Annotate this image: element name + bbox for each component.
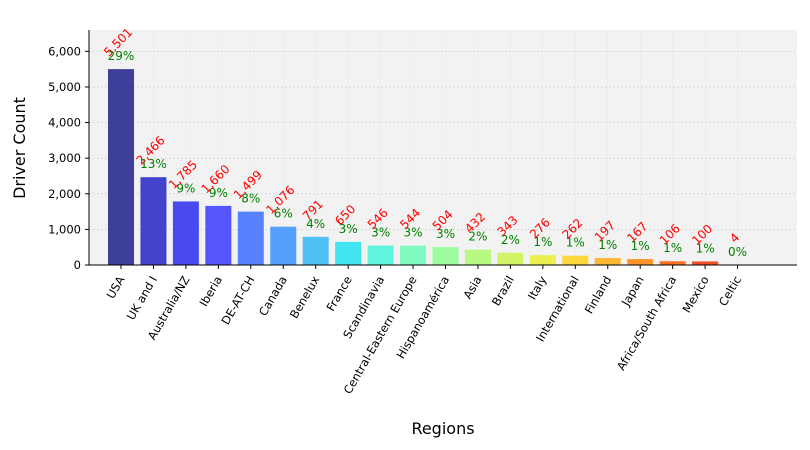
percent-label: 6%	[274, 207, 293, 221]
percent-label: 2%	[468, 230, 487, 244]
bar	[302, 236, 329, 265]
bar	[594, 257, 621, 265]
bar	[464, 249, 491, 265]
y-tick-label: 6,000	[48, 44, 81, 58]
percent-label: 1%	[631, 239, 650, 253]
percent-label: 13%	[140, 157, 167, 171]
bar	[270, 226, 297, 265]
percent-label: 1%	[696, 241, 715, 255]
percent-label: 0%	[728, 245, 747, 259]
bar	[627, 259, 654, 265]
bar	[497, 252, 524, 265]
x-tick-label: UK and I	[124, 274, 160, 323]
x-tick-label: Mexico	[679, 274, 711, 316]
y-tick-label: 3,000	[48, 151, 81, 165]
y-ticks: 0 1,000 2,000 3,000 4,000 5,000 6,000	[48, 44, 89, 272]
x-tick-label: Iberia	[196, 274, 224, 309]
bars	[108, 69, 751, 266]
y-tick-label: 1,000	[48, 222, 81, 236]
x-tick-label: Africa/South Africa	[614, 274, 679, 373]
bar	[400, 245, 427, 265]
bar	[335, 241, 362, 265]
x-tick-label: Finland	[582, 274, 615, 317]
percent-label: 1%	[566, 236, 585, 250]
bar	[659, 261, 686, 265]
grid-lines	[89, 30, 797, 265]
x-tick-label: Brazil	[489, 274, 517, 309]
percent-label: 3%	[371, 226, 390, 240]
x-axis-title: Regions	[411, 419, 474, 438]
bar	[529, 255, 556, 265]
bar	[172, 201, 199, 265]
percent-label: 29%	[108, 49, 135, 63]
y-tick-label: 2,000	[48, 187, 81, 201]
y-tick-label: 0	[74, 258, 81, 272]
percent-label: 2%	[501, 233, 520, 247]
bar	[562, 255, 589, 265]
percent-label: 1%	[663, 241, 682, 255]
bar	[205, 205, 232, 265]
x-tick-label: Japan	[618, 274, 647, 310]
x-tick-label: Benelux	[287, 273, 323, 321]
bar	[692, 261, 719, 265]
bar	[237, 211, 264, 265]
y-tick-label: 4,000	[48, 116, 81, 130]
axes	[88, 30, 797, 266]
percent-label: 1%	[533, 235, 552, 249]
percent-label: 9%	[176, 181, 195, 195]
x-tick-label: Asia	[460, 274, 484, 302]
percent-label: 9%	[209, 186, 228, 200]
x-tick-label: Canada	[256, 274, 290, 319]
x-tick-label: Celtic	[716, 274, 744, 309]
y-tick-label: 5,000	[48, 80, 81, 94]
percent-label: 1%	[598, 238, 617, 252]
x-tick-label: France	[323, 274, 354, 314]
percent-label: 8%	[241, 192, 260, 206]
percent-label: 3%	[339, 222, 358, 236]
bar	[367, 245, 394, 265]
percent-label: 4%	[306, 217, 325, 231]
percent-label: 3%	[404, 226, 423, 240]
y-axis-title: Driver Count	[10, 97, 29, 199]
x-tick-label: Italy	[525, 273, 550, 302]
percent-label: 3%	[436, 227, 455, 241]
bar	[432, 247, 459, 265]
x-tick-label: USA	[104, 273, 128, 301]
bar	[108, 69, 134, 265]
bar	[140, 177, 167, 265]
